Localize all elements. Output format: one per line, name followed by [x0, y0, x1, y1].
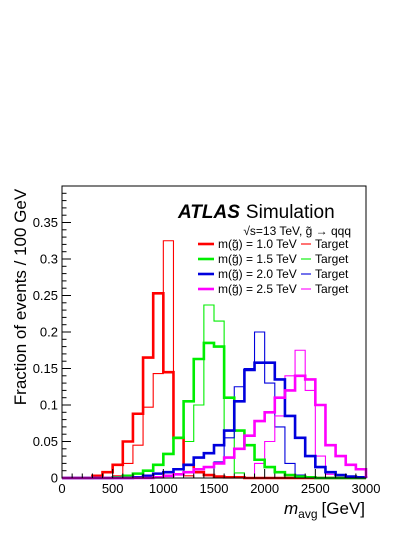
- x-tick-label: 3000: [352, 481, 381, 496]
- y-tick-label: 0.3: [40, 252, 58, 267]
- series-3-histogram: [62, 374, 368, 480]
- x-tick-label: 1000: [149, 481, 178, 496]
- legend-target-label: Target: [315, 252, 349, 266]
- y-tick-label: 0.15: [33, 361, 58, 376]
- y-tick-label: 0.2: [40, 325, 58, 340]
- axes-layer: 0 500 1000 1500 2000 2500 3000 0 0.05 0.1 0.15 0.2 0…: [33, 192, 381, 496]
- series-1-histogram: [62, 341, 366, 480]
- atlas-label-bold: ATLAS: [177, 202, 240, 223]
- process-label: √s=13 TeV, g̃ → qqq: [243, 224, 351, 238]
- legend-target-label: Target: [315, 237, 349, 251]
- legend-label: m(g̃) = 2.5 TeV: [218, 282, 297, 296]
- x-tick-label: 2000: [250, 481, 279, 496]
- y-tick-label: 0.1: [40, 398, 58, 413]
- x-tick-label: 0: [58, 481, 65, 496]
- y-tick-label: 0.25: [33, 288, 58, 303]
- series-7-target: [62, 349, 366, 479]
- series-2-histogram: [62, 361, 368, 480]
- atlas-label: ATLAS Simulation: [177, 202, 335, 223]
- x-axis-title-subscript: avg: [298, 507, 317, 521]
- legend-target-label: Target: [315, 282, 349, 296]
- legend-label: m(g̃) = 1.5 TeV: [218, 252, 297, 266]
- x-tick-label: 500: [102, 481, 124, 496]
- legend-label: m(g̃) = 1.0 TeV: [218, 237, 297, 251]
- x-axis-title: mavg [GeV]: [284, 499, 365, 521]
- x-axis-title-symbol: m: [284, 499, 298, 518]
- y-tick-label: 0.05: [33, 434, 58, 449]
- atlas-label-suffix: Simulation: [246, 202, 335, 223]
- legend: m(g̃) = 1.0 TeV Target m(g̃) = 1.5 TeV Targ…: [198, 237, 349, 296]
- legend-target-label: Target: [315, 267, 349, 281]
- x-tick-label: 2500: [301, 481, 330, 496]
- y-axis-title: Fraction of events / 100 GeV: [11, 188, 30, 405]
- legend-label: m(g̃) = 2.0 TeV: [218, 267, 297, 281]
- y-tick-label: 0.35: [33, 215, 58, 230]
- x-tick-label: 1500: [200, 481, 229, 496]
- x-axis-title-unit: [GeV]: [322, 499, 365, 518]
- y-tick-label: 0: [51, 471, 58, 486]
